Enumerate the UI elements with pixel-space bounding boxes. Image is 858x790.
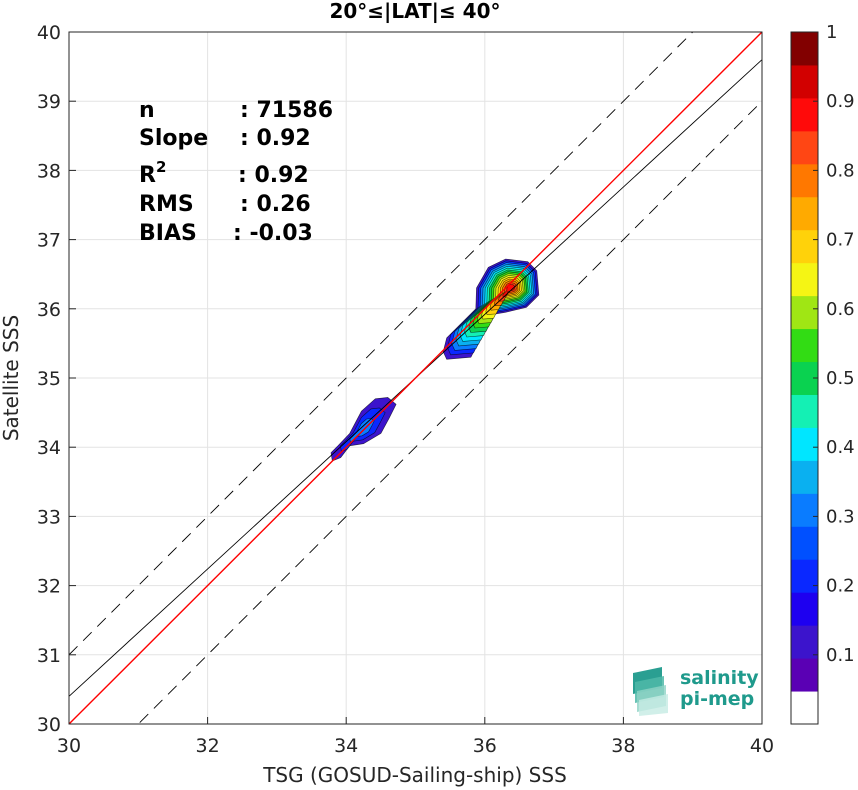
logo-icon bbox=[633, 667, 668, 716]
upper-bound-line bbox=[69, 32, 694, 656]
colorbar-segment bbox=[791, 262, 818, 297]
colorbar-segment bbox=[791, 196, 818, 231]
y-tick-label: 35 bbox=[37, 368, 61, 390]
stat-label: RMS bbox=[139, 192, 194, 217]
x-tick-label: 32 bbox=[196, 735, 220, 757]
colorbar: 0.1 0.2 0.3 0.4 0.5 0.6 0.7 0.8 0.9 1 bbox=[790, 22, 855, 725]
colorbar-tick-label: 0.6 bbox=[826, 299, 855, 320]
y-tick-label: 38 bbox=[37, 160, 61, 182]
x-tick-label: 38 bbox=[611, 735, 635, 757]
stat-value: : 71586 bbox=[240, 98, 333, 123]
colorbar-tick-label: 0.3 bbox=[826, 506, 855, 527]
colorbar-segment bbox=[791, 526, 818, 560]
reference-lines bbox=[69, 32, 762, 724]
colorbar-segment bbox=[791, 460, 818, 494]
colorbar-tick-label: 0.2 bbox=[826, 576, 855, 597]
chart-title: 20°≤|LAT|≤ 40° bbox=[329, 0, 500, 23]
y-tick-label: 36 bbox=[37, 299, 61, 321]
colorbar-segment bbox=[791, 559, 818, 593]
colorbar-segment bbox=[791, 97, 818, 132]
stat-label: Slope bbox=[139, 126, 208, 151]
colorbar-segment bbox=[791, 658, 818, 692]
colorbar-tick-label: 1 bbox=[826, 22, 837, 43]
stat-label-superscript: 2 bbox=[156, 158, 166, 176]
logo-text-line1: salinity bbox=[680, 667, 759, 689]
x-tick-label: 30 bbox=[57, 735, 81, 757]
x-tick-label: 34 bbox=[334, 735, 358, 757]
y-tick-label: 33 bbox=[37, 506, 61, 528]
y-tick-label: 40 bbox=[37, 22, 61, 44]
stat-value: : 0.92 bbox=[240, 126, 311, 151]
stat-value: : 0.92 bbox=[238, 163, 309, 188]
colorbar-segment bbox=[791, 328, 818, 363]
y-tick-label: 39 bbox=[37, 91, 61, 113]
stat-value: : -0.03 bbox=[233, 221, 313, 246]
colorbar-tick-label: 0.1 bbox=[826, 645, 855, 666]
lower-bound-line bbox=[137, 100, 762, 724]
colorbar-tick-label: 0.8 bbox=[826, 160, 855, 181]
y-tick-label: 37 bbox=[37, 230, 61, 252]
stat-label: n bbox=[139, 98, 155, 123]
y-tick-label: 30 bbox=[37, 714, 61, 736]
y-axis-label: Satellite SSS bbox=[0, 315, 23, 441]
colorbar-tick-label: 0.9 bbox=[826, 91, 855, 112]
stat-value: : 0.26 bbox=[240, 192, 311, 217]
x-axis: 30 32 34 36 38 40 bbox=[57, 717, 774, 757]
colorbar-tick-label: 0.5 bbox=[826, 368, 855, 389]
x-tick-label: 36 bbox=[473, 735, 497, 757]
colorbar-segment bbox=[791, 130, 818, 165]
colorbar-tick-label: 0.7 bbox=[826, 230, 855, 251]
colorbar-segment bbox=[791, 691, 818, 725]
logo-text-line2: pi-mep bbox=[680, 688, 754, 710]
colorbar-segment bbox=[791, 625, 818, 659]
colorbar-segment bbox=[791, 64, 818, 99]
y-tick-label: 32 bbox=[37, 576, 61, 598]
colorbar-tick-label: 0.4 bbox=[826, 437, 855, 458]
x-axis-label: TSG (GOSUD-Sailing-ship) SSS bbox=[262, 763, 567, 787]
y-axis: 30 31 32 33 34 35 36 37 38 39 40 bbox=[37, 22, 76, 736]
identity-line bbox=[69, 32, 762, 724]
salinity-pi-mep-logo: salinity pi-mep bbox=[633, 667, 759, 716]
density-contour bbox=[502, 284, 515, 298]
colorbar-segment bbox=[791, 163, 818, 198]
colorbar-segment bbox=[791, 295, 818, 330]
colorbar-segment bbox=[791, 427, 818, 461]
colorbar-segment bbox=[791, 394, 818, 428]
y-tick-label: 31 bbox=[37, 645, 61, 667]
colorbar-segment bbox=[791, 592, 818, 626]
colorbar-segment bbox=[791, 32, 818, 66]
stat-label: BIAS bbox=[139, 221, 197, 246]
y-tick-label: 34 bbox=[37, 437, 61, 459]
colorbar-segment bbox=[791, 493, 818, 527]
x-tick-label: 40 bbox=[750, 735, 774, 757]
colorbar-segment bbox=[791, 229, 818, 264]
